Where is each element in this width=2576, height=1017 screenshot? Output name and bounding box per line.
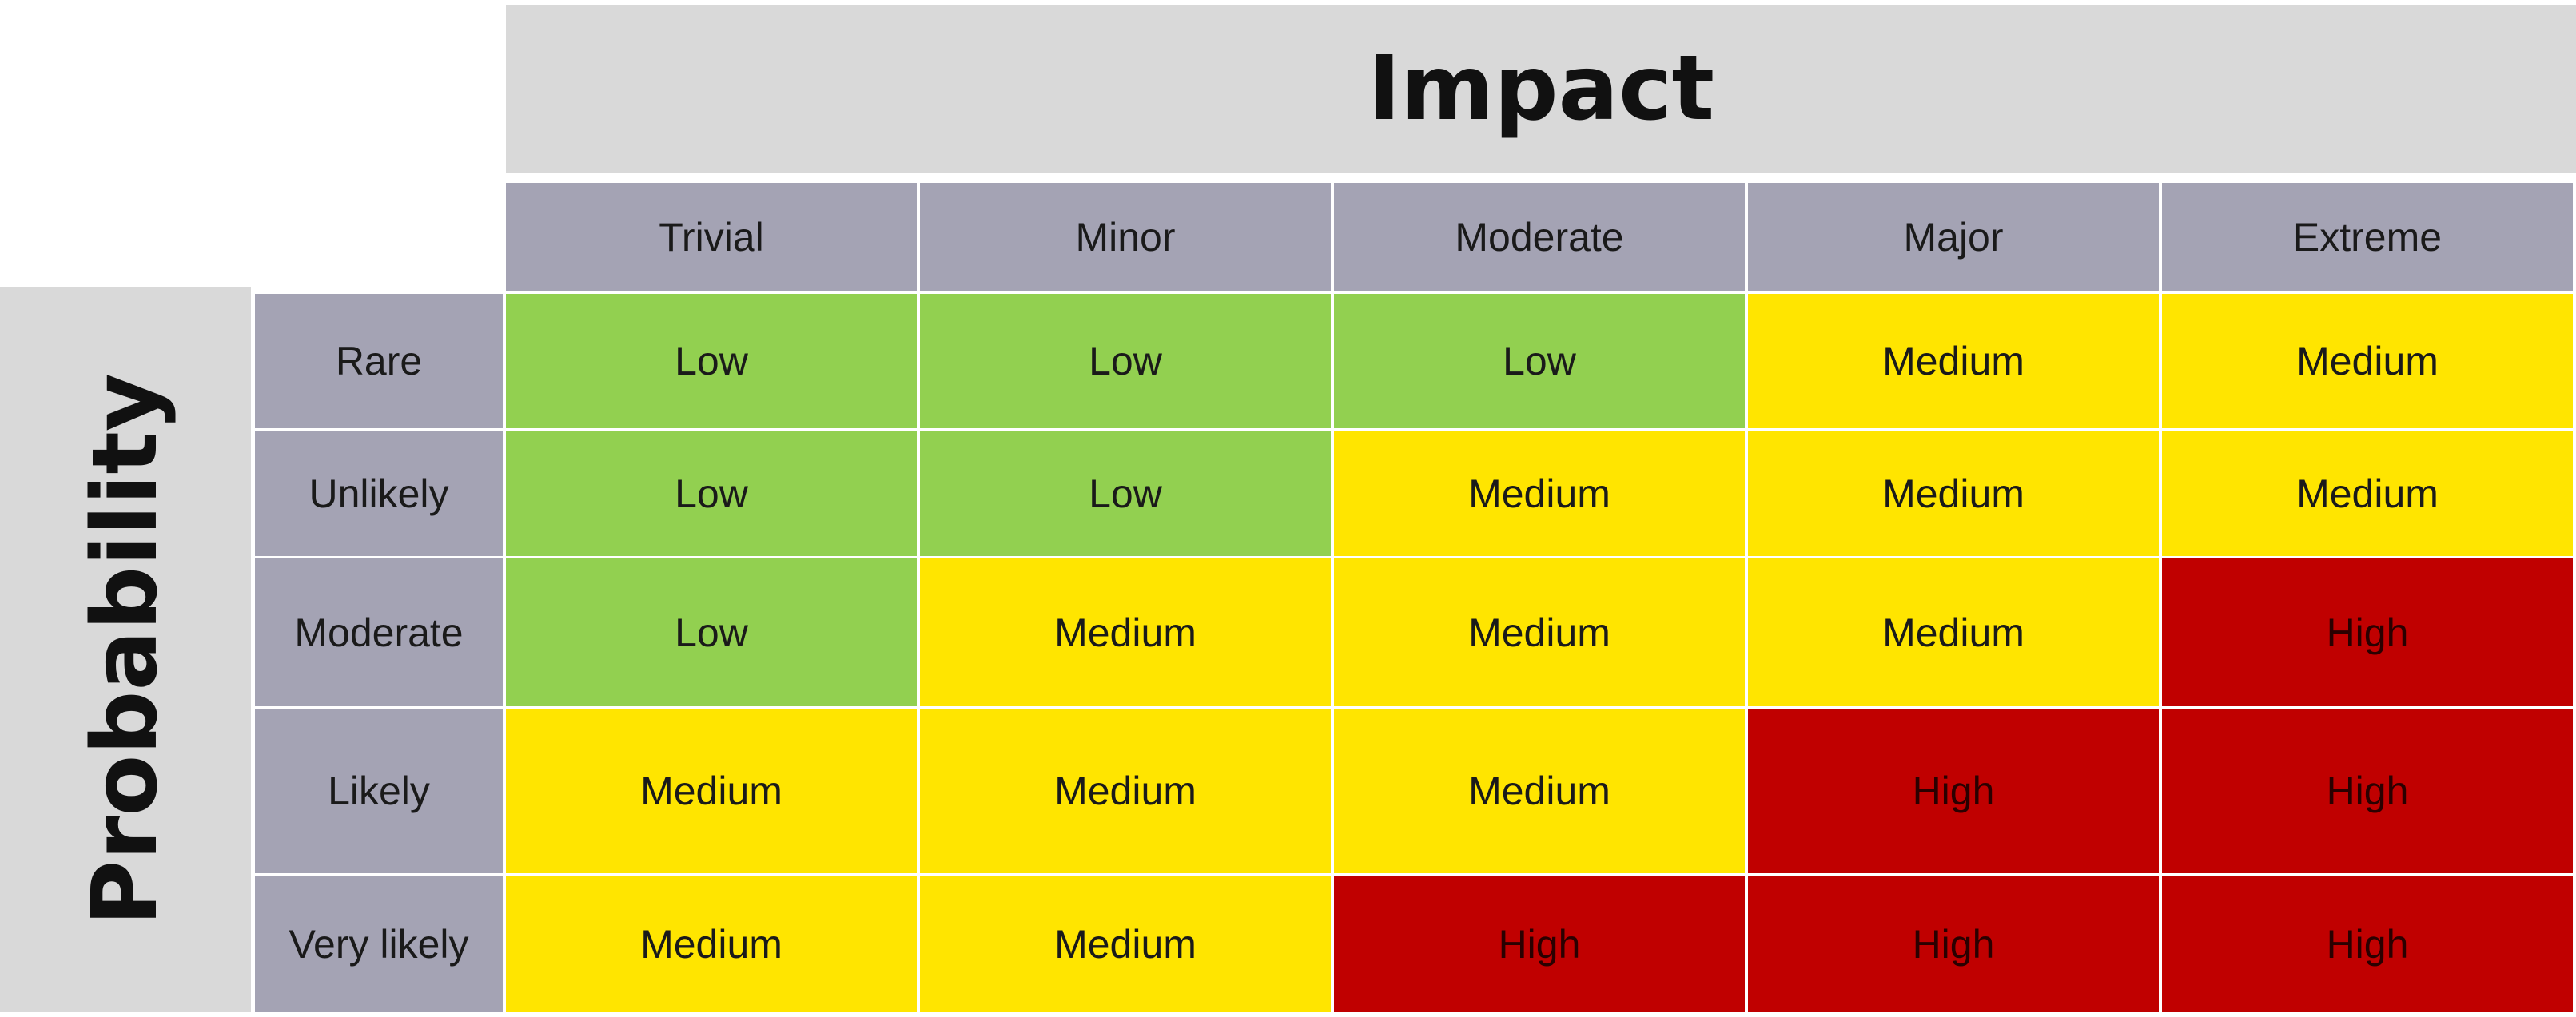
risk-cell-medium: Medium: [920, 558, 1331, 706]
risk-cell-medium: Medium: [1334, 558, 1745, 706]
risk-cell-medium: Medium: [1748, 558, 2159, 706]
impact-level-header: Minor: [920, 183, 1331, 291]
probability-level-header: Unlikely: [255, 431, 503, 556]
risk-cell-low: Low: [920, 294, 1331, 428]
risk-cell-medium: Medium: [2162, 294, 2573, 428]
probability-level-header: Likely: [255, 709, 503, 873]
impact-level-header: Moderate: [1334, 183, 1745, 291]
probability-level-header: Moderate: [255, 558, 503, 706]
risk-cell-high: High: [2162, 709, 2573, 873]
risk-cell-medium: Medium: [506, 709, 917, 873]
risk-cell-high: High: [1334, 876, 1745, 1012]
risk-cell-low: Low: [506, 294, 917, 428]
probability-axis-title: Probability: [74, 373, 177, 926]
risk-cell-high: High: [1748, 876, 2159, 1012]
risk-cell-high: High: [1748, 709, 2159, 873]
risk-cell-low: Low: [506, 431, 917, 556]
risk-cell-medium: Medium: [1334, 709, 1745, 873]
impact-axis-title: Impact: [506, 5, 2576, 173]
impact-level-header: Trivial: [506, 183, 917, 291]
risk-cell-high: High: [2162, 558, 2573, 706]
risk-cell-medium: Medium: [920, 709, 1331, 873]
risk-cell-low: Low: [506, 558, 917, 706]
risk-cell-high: High: [2162, 876, 2573, 1012]
risk-cell-medium: Medium: [1334, 431, 1745, 556]
probability-axis-band: Probability: [0, 287, 251, 1012]
risk-cell-medium: Medium: [1748, 294, 2159, 428]
risk-cell-medium: Medium: [506, 876, 917, 1012]
risk-cell-medium: Medium: [2162, 431, 2573, 556]
risk-cell-medium: Medium: [1748, 431, 2159, 556]
risk-cell-low: Low: [920, 431, 1331, 556]
probability-level-header: Very likely: [255, 876, 503, 1012]
impact-level-header: Extreme: [2162, 183, 2573, 291]
risk-cell-medium: Medium: [920, 876, 1331, 1012]
risk-cell-low: Low: [1334, 294, 1745, 428]
impact-level-header: Major: [1748, 183, 2159, 291]
probability-level-header: Rare: [255, 294, 503, 428]
